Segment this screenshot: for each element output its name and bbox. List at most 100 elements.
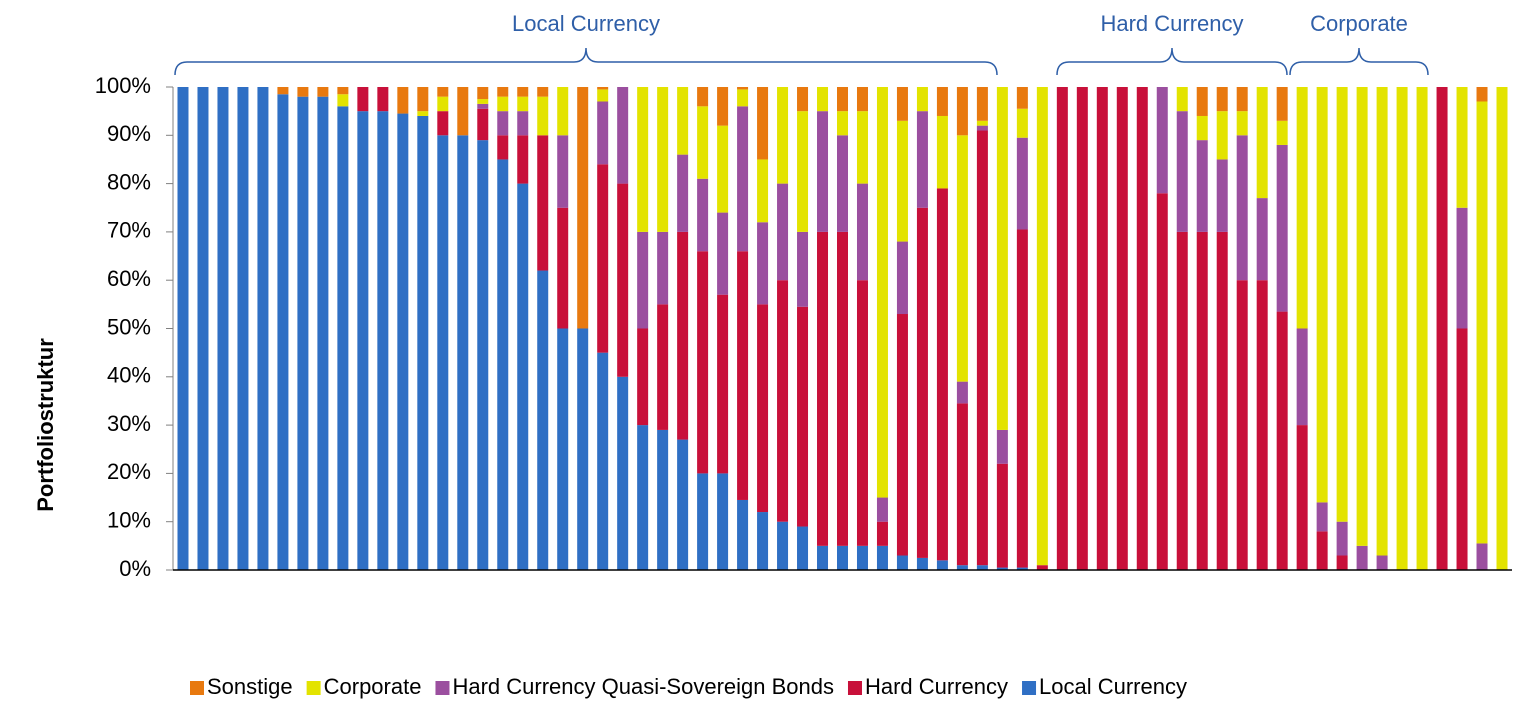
- bar-segment: [497, 96, 509, 112]
- y-tick-label: 50%: [107, 314, 151, 339]
- bar-segment: [657, 87, 669, 232]
- bar-segment: [956, 403, 968, 566]
- bar-segment: [797, 111, 809, 232]
- legend-label: Local Currency: [1039, 674, 1187, 699]
- bar-segment: [1236, 280, 1248, 570]
- bar-segment: [717, 294, 729, 474]
- bar-segment: [1276, 120, 1288, 145]
- bar-segment: [457, 135, 469, 571]
- bar-segment: [557, 207, 569, 329]
- bar-segment: [1156, 87, 1168, 194]
- bar-segment: [916, 207, 928, 558]
- bar-segment: [537, 87, 549, 97]
- bar-segment: [1456, 87, 1468, 208]
- bar-segment: [797, 87, 809, 112]
- bar-segment: [697, 87, 709, 107]
- bar-segment: [1296, 87, 1308, 329]
- bar-segment: [996, 567, 1008, 570]
- bar-segment: [577, 328, 589, 570]
- bar-segment: [677, 154, 689, 232]
- bar-segment: [517, 87, 529, 97]
- bar-segment: [537, 270, 549, 570]
- bar-segment: [277, 87, 289, 95]
- bar-segment: [777, 280, 789, 522]
- bar-segment: [717, 473, 729, 570]
- bar-segment: [277, 94, 289, 571]
- bar-segment: [597, 89, 609, 102]
- bar-segment: [617, 183, 629, 377]
- bar-segment: [976, 87, 988, 121]
- bar-segment: [1256, 198, 1268, 281]
- bar-segment: [677, 87, 689, 155]
- bar-segment: [956, 565, 968, 570]
- bar-segment: [1016, 87, 1028, 109]
- bar-segment: [757, 222, 769, 305]
- bar-segment: [1216, 87, 1228, 112]
- bar-segment: [557, 135, 569, 208]
- bar-segment: [497, 87, 509, 97]
- bar-segment: [1396, 87, 1408, 570]
- bar-segment: [1076, 87, 1088, 570]
- bar-segment: [1036, 565, 1048, 570]
- bar-segment: [1216, 111, 1228, 160]
- bar-segment: [896, 87, 908, 121]
- bar-segment: [517, 183, 529, 570]
- legend-swatch: [435, 681, 450, 695]
- bar-segment: [777, 521, 789, 570]
- bar-segment: [597, 101, 609, 165]
- bar-segment: [657, 304, 669, 430]
- bar-segment: [297, 96, 309, 570]
- bar-segment: [417, 115, 429, 570]
- bar-segment: [856, 87, 868, 112]
- bar-segment: [996, 429, 1008, 464]
- bar-segment: [757, 159, 769, 223]
- bar-segment: [1356, 87, 1368, 546]
- bar-segment: [1256, 87, 1268, 199]
- bar-segment: [777, 183, 789, 281]
- bar-segment: [677, 439, 689, 570]
- bar-segment: [876, 545, 888, 570]
- bar-segment: [297, 87, 309, 97]
- bar-segment: [956, 135, 968, 382]
- bar-segment: [697, 106, 709, 179]
- bar-segment: [597, 164, 609, 353]
- bar-segment: [996, 463, 1008, 568]
- bar-segment: [317, 96, 329, 570]
- bar-segment: [537, 96, 549, 136]
- bar-segment: [597, 352, 609, 570]
- bar-segment: [337, 94, 349, 107]
- bar-segment: [397, 87, 409, 114]
- bar-segment: [817, 231, 829, 546]
- bar-segment: [1016, 229, 1028, 568]
- bar-segment: [1296, 328, 1308, 426]
- bar-segment: [517, 111, 529, 136]
- bar-segment: [976, 125, 988, 131]
- bar-segment: [1376, 555, 1388, 570]
- bar-segment: [477, 108, 489, 141]
- bar-segment: [1336, 521, 1348, 556]
- bar-segment: [1276, 311, 1288, 570]
- bar-segment: [1496, 87, 1508, 570]
- bar-segment: [876, 497, 888, 522]
- bar-segment: [1156, 193, 1168, 570]
- bar-segment: [197, 87, 209, 570]
- bar-segment: [1316, 87, 1328, 503]
- bar-segment: [337, 106, 349, 570]
- bar-segment: [777, 87, 789, 184]
- bar-segment: [1336, 555, 1348, 570]
- bar-segment: [1436, 87, 1448, 570]
- bar-segment: [757, 87, 769, 160]
- bar-segment: [896, 241, 908, 315]
- bar-segment: [1276, 87, 1288, 121]
- bar-segment: [896, 555, 908, 570]
- bar-segment: [737, 251, 749, 500]
- bar-segment: [757, 512, 769, 570]
- bar-segment: [577, 87, 589, 329]
- bar-segment: [837, 545, 848, 570]
- bar-segment: [817, 111, 829, 232]
- y-tick-label: 10%: [107, 508, 151, 533]
- y-tick-label: 0%: [119, 556, 151, 581]
- bar-segment: [617, 87, 629, 184]
- bar-segment: [1016, 137, 1028, 230]
- bar-segment: [557, 328, 569, 570]
